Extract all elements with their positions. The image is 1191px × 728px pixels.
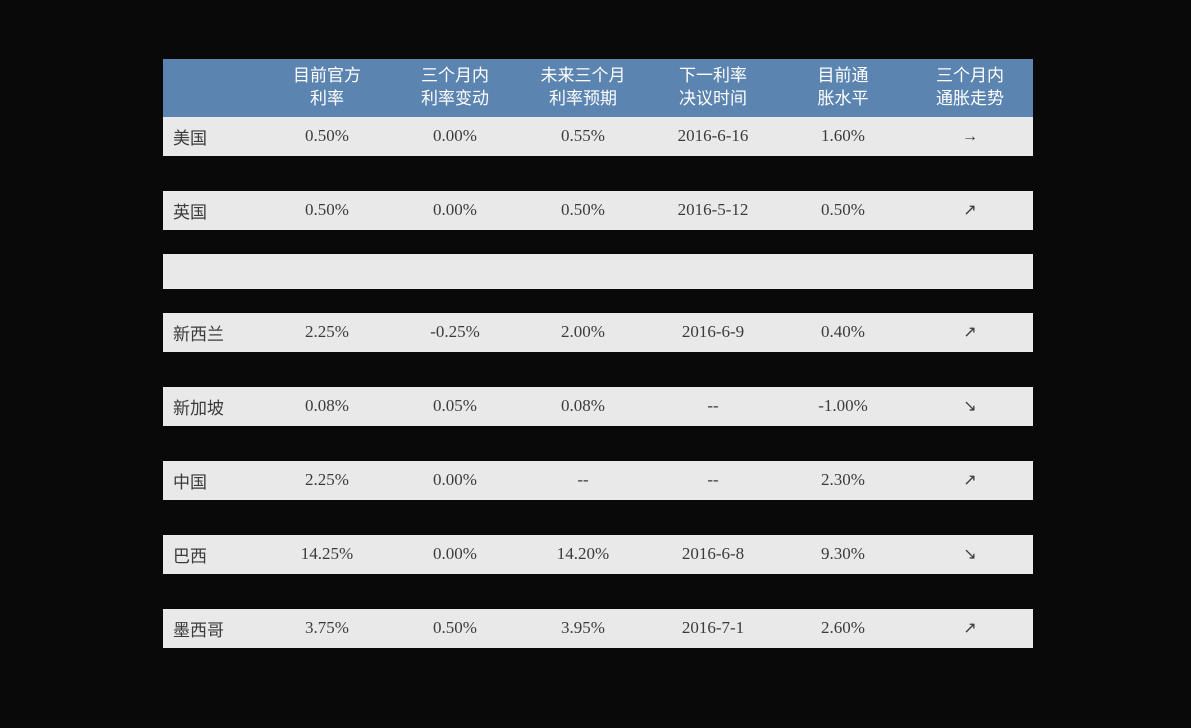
cell-forecast: 0.55% [519,117,647,156]
up-arrow-icon: ↗ [963,472,976,489]
cell-country: 中国 [163,461,263,500]
cell-change: 0.50% [391,609,519,648]
cell-rate: 14.25% [263,535,391,574]
cell-country: 巴西 [163,535,263,574]
cell-rate: 3.75% [263,609,391,648]
cell-trend: ↘ [907,535,1033,574]
cell-change: 0.00% [391,461,519,500]
cell-inflation: 9.30% [779,535,907,574]
up-arrow-icon: ↗ [963,202,976,219]
rates-table-container: 目前官方利率 三个月内利率变动 未来三个月利率预期 下一利率决议时间 目前通胀水… [163,59,1033,648]
table-body: 美国0.50%0.00%0.55%2016-6-161.60%→英国0.50%0… [163,117,1033,648]
cell-change: 0.05% [391,387,519,426]
up-arrow-icon: ↗ [963,324,976,341]
cell-trend: ↘ [907,387,1033,426]
cell-change: 0.00% [391,117,519,156]
cell-country: 新西兰 [163,313,263,352]
cell-inflation: 0.50% [779,191,907,230]
cell-inflation: 2.30% [779,461,907,500]
table-row: 中国2.25%0.00%----2.30%↗ [163,461,1033,500]
cell-forecast: 3.95% [519,609,647,648]
flat-arrow-icon: → [962,128,978,145]
cell-trend: ↗ [907,609,1033,648]
cell-next: 2016-6-16 [647,117,779,156]
cell-forecast: -- [519,461,647,500]
cell-rate: 0.50% [263,191,391,230]
cell-rate: 0.50% [263,117,391,156]
cell-trend: ↗ [907,191,1033,230]
table-row: 墨西哥3.75%0.50%3.95%2016-7-12.60% ↗ [163,609,1033,648]
cell-forecast: 0.08% [519,387,647,426]
table-row: 英国0.50%0.00%0.50%2016-5-120.50%↗ [163,191,1033,230]
cell-country: 新加坡 [163,387,263,426]
cell-rate: 2.25% [263,313,391,352]
col-trend: 三个月内通胀走势 [907,59,1033,117]
down-arrow-icon: ↘ [963,398,976,415]
down-arrow-icon: ↘ [963,546,976,563]
cell-country: 美国 [163,117,263,156]
table-row: 新加坡0.08%0.05%0.08%---1.00%↘ [163,387,1033,426]
col-next: 下一利率决议时间 [647,59,779,117]
table-row: 新西兰2.25%-0.25%2.00%2016-6-90.40% ↗ [163,313,1033,352]
cell-trend: → [907,117,1033,156]
col-forecast: 未来三个月利率预期 [519,59,647,117]
cell-trend: ↗ [907,313,1033,352]
cell-rate: 0.08% [263,387,391,426]
cell-next: -- [647,461,779,500]
cell-next: 2016-5-12 [647,191,779,230]
cell-inflation: 1.60% [779,117,907,156]
table-row: 巴西14.25%0.00%14.20%2016-6-89.30% ↘ [163,535,1033,574]
cell-inflation: 2.60% [779,609,907,648]
up-arrow-icon: ↗ [963,620,976,637]
cell-change: 0.00% [391,191,519,230]
cell-next: 2016-6-9 [647,313,779,352]
cell-next: 2016-6-8 [647,535,779,574]
cell-rate: 2.25% [263,461,391,500]
col-inflation: 目前通胀水平 [779,59,907,117]
cell-next: 2016-7-1 [647,609,779,648]
col-country [163,59,263,117]
cell-trend: ↗ [907,461,1033,500]
cell-next: -- [647,387,779,426]
cell-country: 墨西哥 [163,609,263,648]
cell-change: -0.25% [391,313,519,352]
col-rate: 目前官方利率 [263,59,391,117]
cell-forecast: 14.20% [519,535,647,574]
cell-country: 英国 [163,191,263,230]
cell-inflation: 0.40% [779,313,907,352]
rates-table: 目前官方利率 三个月内利率变动 未来三个月利率预期 下一利率决议时间 目前通胀水… [163,59,1033,648]
table-header: 目前官方利率 三个月内利率变动 未来三个月利率预期 下一利率决议时间 目前通胀水… [163,59,1033,117]
cell-change: 0.00% [391,535,519,574]
table-row: 美国0.50%0.00%0.55%2016-6-161.60% → [163,117,1033,156]
cell-forecast: 2.00% [519,313,647,352]
col-change: 三个月内利率变动 [391,59,519,117]
cell-inflation: -1.00% [779,387,907,426]
cell-forecast: 0.50% [519,191,647,230]
